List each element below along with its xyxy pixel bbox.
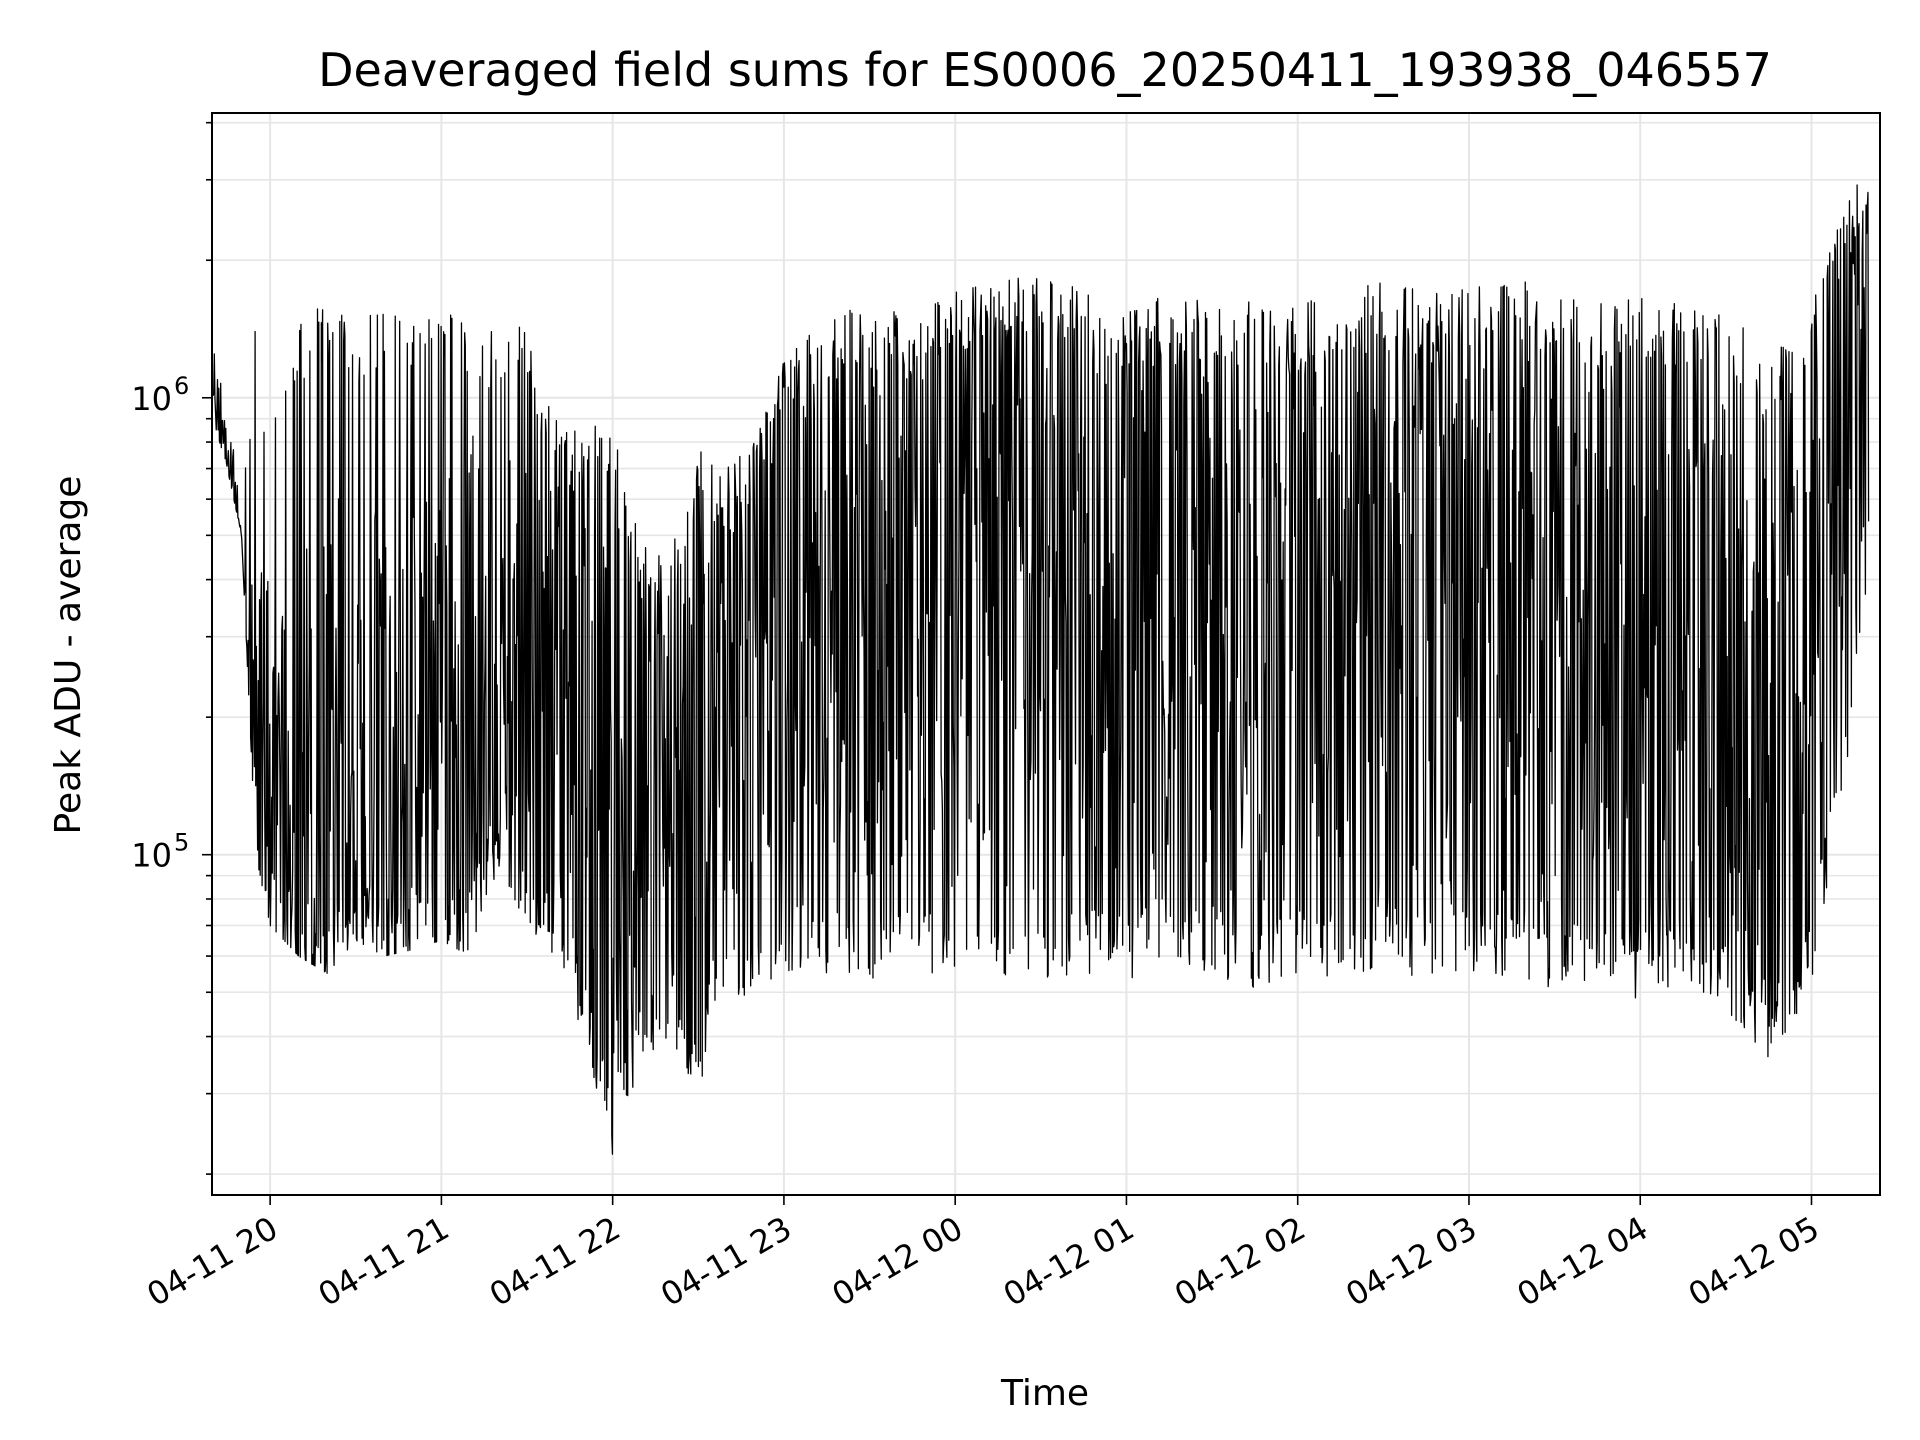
y-tick-base: 10: [131, 837, 172, 875]
axes-frame: [211, 112, 1881, 1196]
chart-title: Deaveraged field sums for ES0006_2025041…: [318, 43, 1772, 97]
y-tick-exponent: 6: [174, 372, 189, 400]
series-line: [212, 184, 1870, 1155]
x-axis-label: Time: [1000, 1373, 1089, 1414]
plot-area: [212, 184, 1870, 1155]
y-tick-label: 10 6: [131, 372, 189, 418]
y-tick-base: 10: [131, 380, 172, 418]
y-tick-exponent: 5: [174, 829, 189, 857]
y-axis-label: Peak ADU - average: [48, 476, 89, 835]
y-tick-label: 10 5: [131, 829, 189, 875]
